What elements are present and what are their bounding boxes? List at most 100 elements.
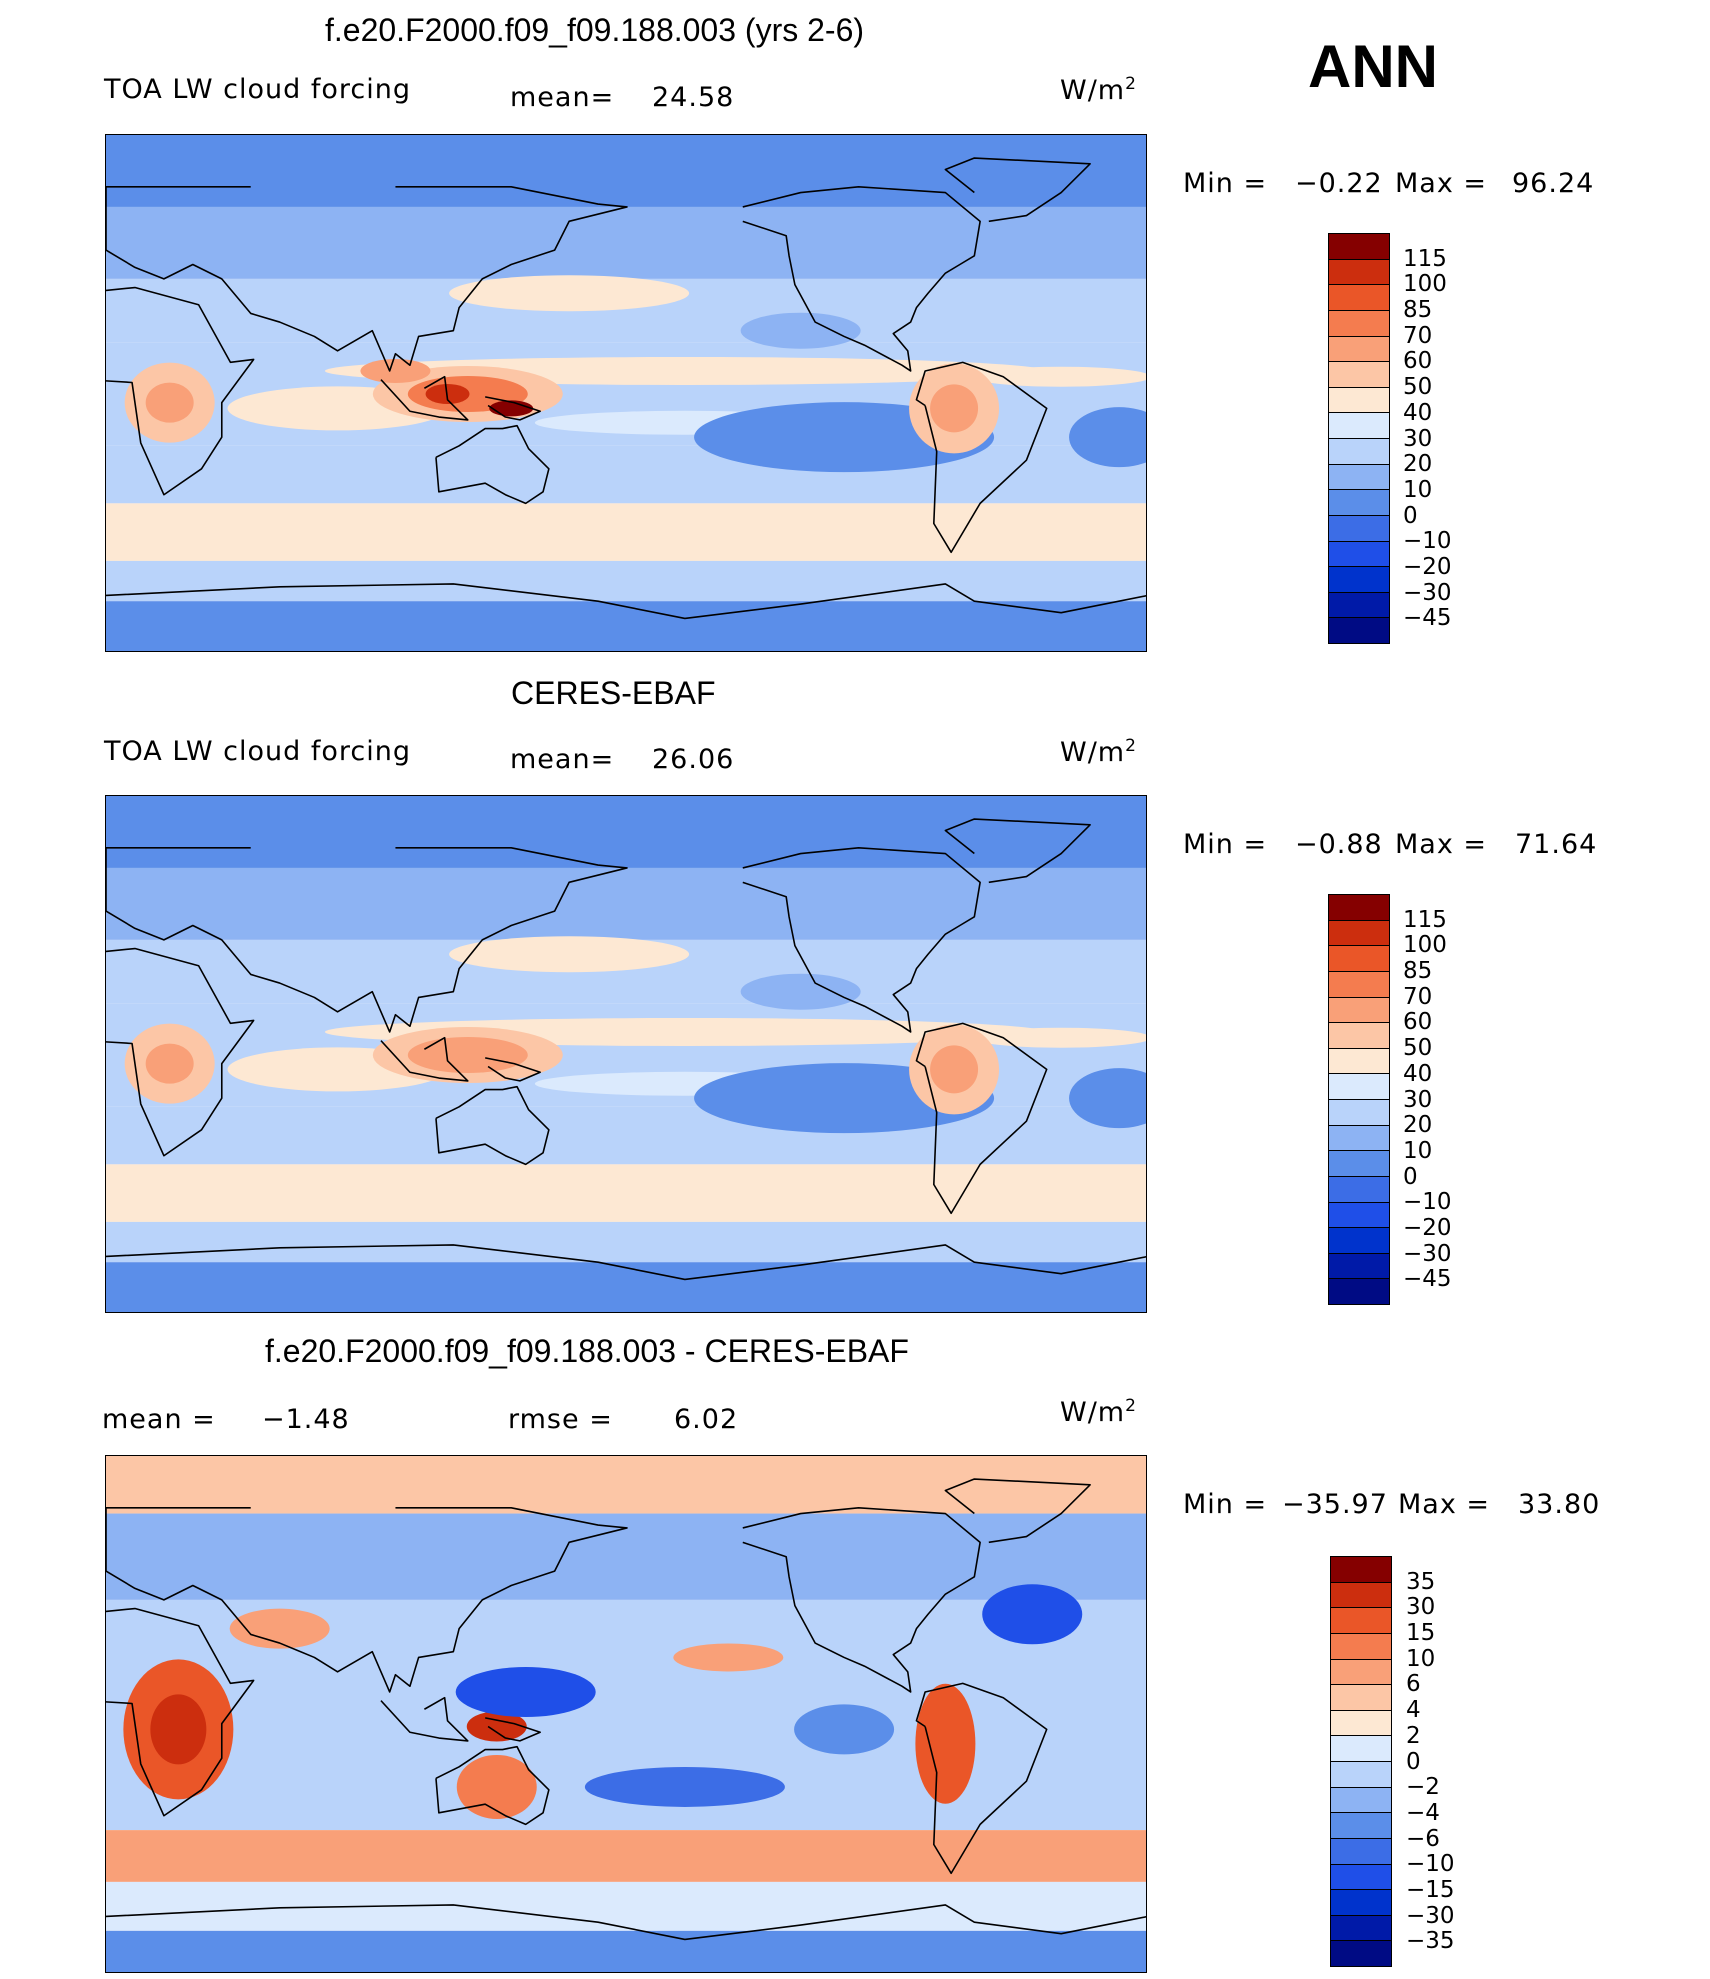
colorbar-swatch [1331, 1710, 1391, 1737]
colorbar-tick-label: 70 [1403, 322, 1433, 349]
colorbar-tick-label: 115 [1403, 245, 1447, 272]
colorbar-swatch [1331, 1557, 1391, 1583]
ne-pacific-strato [740, 312, 861, 349]
colorbar-tick-label: 100 [1403, 271, 1447, 298]
colorbar-swatch [1331, 1659, 1391, 1686]
colorbar-tick-label: 60 [1403, 1009, 1433, 1036]
colorbar-swatch [1329, 1100, 1389, 1126]
panel-1-colorbar [1328, 233, 1390, 644]
polar-band [106, 135, 1146, 207]
panel-2-title: CERES-EBAF [511, 675, 716, 711]
australia-coastline [435, 1745, 550, 1826]
panel-3-mean-label: mean = [102, 1404, 216, 1435]
colorbar-swatch [1329, 490, 1389, 516]
panel-3-units-exponent: 2 [1125, 1396, 1137, 1416]
southern-ocean-band [106, 1164, 1146, 1222]
colorbar-swatch [1329, 285, 1389, 311]
nh-midlat-band [106, 1513, 1146, 1600]
colorbar-tick-label: 0 [1403, 502, 1418, 529]
colorbar-swatch [1331, 1736, 1391, 1762]
africa-coastline [106, 947, 255, 1157]
colorbar-tick-label: −45 [1403, 605, 1452, 632]
colorbar-tick-label: 0 [1406, 1748, 1421, 1775]
colorbar-tick-label: −10 [1403, 528, 1452, 555]
polar-band [106, 796, 1146, 868]
indonesia-coastline [380, 375, 469, 421]
panel-3-max-label: Max = [1398, 1489, 1491, 1520]
colorbar-tick-label: 40 [1403, 1060, 1433, 1087]
colorbar-tick-label: −30 [1403, 1240, 1452, 1267]
colorbar-tick-label: −20 [1403, 1214, 1452, 1241]
new-guinea-coastline [485, 1057, 541, 1082]
australia-coastline [435, 1085, 550, 1166]
colorbar-tick-label: 50 [1403, 374, 1433, 401]
colorbar-tick-label: 30 [1403, 1086, 1433, 1113]
colorbar-tick-label: 4 [1406, 1697, 1421, 1724]
panel-1-min-label: Min = [1183, 168, 1268, 199]
colorbar-tick-label: 2 [1406, 1722, 1421, 1749]
bay-bengal [360, 358, 431, 383]
subpolar-band [106, 560, 1146, 602]
australia-pos [456, 1754, 537, 1819]
colorbar-swatch [1329, 336, 1389, 363]
colorbar-swatch [1329, 1151, 1389, 1177]
amazon-core [930, 384, 979, 433]
colorbar-tick-label: −4 [1406, 1799, 1440, 1826]
north-america-coastline [742, 185, 981, 372]
colorbar-swatch [1329, 618, 1389, 643]
panel-2-variable-label: TOA LW cloud forcing [104, 736, 411, 767]
panel-3-colorbar [1330, 1556, 1392, 1967]
panel-1-mean-label: mean= [510, 82, 615, 113]
colorbar-swatch [1329, 362, 1389, 388]
subtropic-band [106, 1106, 1146, 1165]
colorbar-tick-label: 85 [1403, 297, 1433, 324]
colorbar-swatch [1329, 997, 1389, 1024]
colorbar-tick-label: 100 [1403, 932, 1447, 959]
colorbar-swatch [1329, 1279, 1389, 1304]
se-atlantic-strato [1069, 1068, 1146, 1129]
colorbar-swatch [1329, 1176, 1389, 1203]
np-storm-track [449, 275, 690, 312]
panel-1-max-value: 96.24 [1512, 168, 1595, 199]
antarctica-coastline [106, 583, 1146, 620]
maritime-continent-core [407, 1037, 528, 1073]
colorbar-swatch [1329, 592, 1389, 619]
panel-2-coastlines [106, 818, 1146, 1281]
panel-1-max-label: Max = [1395, 168, 1488, 199]
eurasia-east-coastline [106, 846, 628, 1033]
atlantic-itcz [971, 366, 1146, 387]
colorbar-swatch [1329, 464, 1389, 491]
eurasia-east-coastline [106, 1506, 628, 1693]
colorbar-swatch [1329, 1125, 1389, 1152]
colorbar-swatch [1329, 413, 1389, 439]
colorbar-tick-label: −45 [1403, 1266, 1452, 1293]
panel-3-coastlines [106, 1478, 1146, 1941]
south-america-coastline [915, 1682, 1048, 1875]
panel-1-field [106, 135, 1146, 651]
colorbar-tick-label: 85 [1403, 958, 1433, 985]
colorbar-tick-label: 10 [1403, 476, 1433, 503]
atlantic-itcz [971, 1027, 1146, 1048]
colorbar-swatch [1329, 541, 1389, 568]
colorbar-tick-label: 20 [1403, 451, 1433, 478]
colorbar-swatch [1331, 1915, 1391, 1942]
colorbar-swatch [1329, 567, 1389, 593]
greenland-coastline [944, 818, 1091, 884]
antarctic-band [106, 601, 1146, 651]
panel-3-field [106, 1456, 1146, 1972]
panel-1-map-svg [106, 135, 1146, 651]
panel-1-title: f.e20.F2000.f09_f09.188.003 (yrs 2-6) [325, 12, 865, 48]
new-guinea-pos [466, 1711, 527, 1742]
season-label: ANN [1308, 33, 1438, 100]
antarctica-coastline [106, 1244, 1146, 1281]
indonesia-coastline [380, 1696, 469, 1742]
southern-ocean-band [106, 1830, 1146, 1882]
colorbar-swatch [1331, 1685, 1391, 1711]
amazon-core [930, 1045, 979, 1094]
panel-1-units-exponent: 2 [1125, 74, 1137, 94]
panel-3-map-svg [106, 1456, 1146, 1972]
africa-core [150, 1694, 207, 1765]
colorbar-tick-label: 30 [1406, 1594, 1436, 1621]
colorbar-swatch [1329, 1202, 1389, 1229]
new-guinea-max [489, 400, 534, 417]
